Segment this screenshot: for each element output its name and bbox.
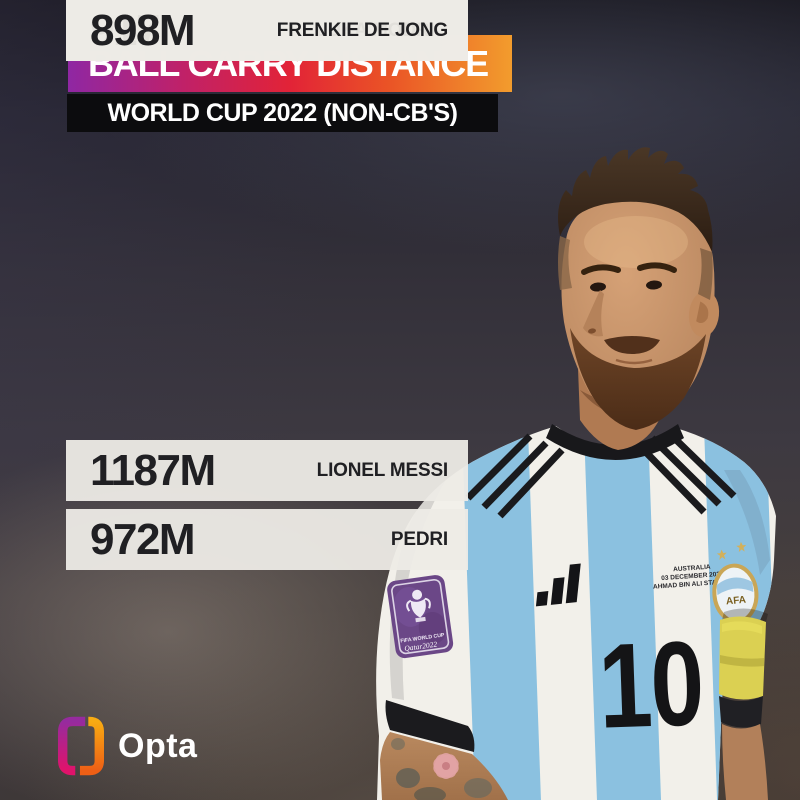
svg-text:AFA: AFA bbox=[726, 595, 747, 608]
opta-logo-icon bbox=[58, 716, 104, 776]
opta-brand: Opta bbox=[58, 716, 197, 776]
svg-text:10: 10 bbox=[597, 617, 705, 754]
stat-row-dejong: 898M FRENKIE DE JONG bbox=[66, 0, 468, 61]
tattoos bbox=[391, 738, 492, 800]
eyebrows bbox=[581, 262, 677, 275]
svg-text:AUSTRALIA: AUSTRALIA bbox=[673, 564, 711, 574]
adidas-logo-icon bbox=[535, 563, 581, 607]
sleeve-cuff bbox=[385, 700, 475, 752]
svg-text:03 DECEMBER 2022: 03 DECEMBER 2022 bbox=[661, 571, 724, 582]
left-arm bbox=[380, 700, 508, 800]
stat-row-messi: 1187M LIONEL MESSI bbox=[66, 440, 468, 501]
player-name: PEDRI bbox=[390, 528, 448, 550]
hair bbox=[558, 147, 713, 252]
distance-value: 898M bbox=[90, 5, 196, 55]
page-subtitle: WORLD CUP 2022 (NON-CB'S) bbox=[67, 94, 498, 132]
flower-tattoo bbox=[433, 753, 459, 779]
eyes bbox=[590, 280, 662, 292]
jersey-number: 10 bbox=[597, 617, 705, 754]
mustache bbox=[604, 336, 660, 354]
ear bbox=[688, 291, 720, 337]
jersey bbox=[376, 424, 776, 800]
captain-armband bbox=[719, 616, 766, 700]
distance-value: 1187M bbox=[90, 445, 216, 495]
right-arm bbox=[719, 608, 768, 800]
opta-wordmark: Opta bbox=[118, 726, 198, 765]
collar bbox=[546, 424, 684, 460]
stat-row-pedri: 972M PEDRI bbox=[66, 509, 468, 570]
beard bbox=[570, 328, 706, 430]
trophy-icon bbox=[406, 589, 431, 623]
world-cup-sleeve-badge: FIFA WORLD CUP Qatar2022 bbox=[387, 575, 454, 659]
distance-value: 972M bbox=[90, 514, 196, 564]
face bbox=[558, 147, 720, 430]
player-name: FRENKIE DE JONG bbox=[276, 19, 448, 41]
mouth bbox=[615, 358, 653, 365]
player-name: LIONEL MESSI bbox=[316, 459, 449, 481]
nose bbox=[583, 290, 604, 337]
